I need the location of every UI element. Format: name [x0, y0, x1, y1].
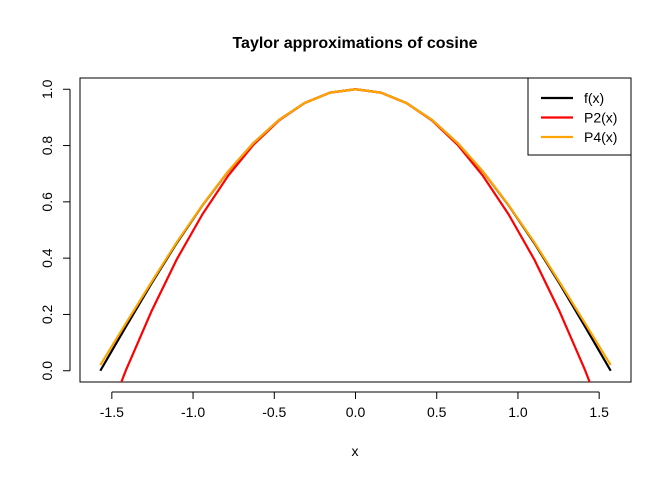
x-tick-label: 0.0	[346, 404, 366, 420]
x-tick-label: 1.5	[589, 404, 609, 420]
y-tick-label: 0.6	[39, 192, 55, 212]
x-tick-label: -1.5	[100, 404, 124, 420]
y-tick-label: 0.0	[39, 361, 55, 381]
legend-label: f(x)	[584, 90, 604, 106]
plot-box	[79, 77, 632, 383]
series-line	[99, 88, 612, 366]
chart-title: Taylor approximations of cosine	[232, 35, 477, 52]
y-tick-label: 0.2	[39, 305, 55, 325]
plot-area	[99, 88, 612, 382]
x-axis-label: x	[352, 443, 359, 459]
x-tick-label: -0.5	[262, 404, 286, 420]
x-tick-label: 0.5	[427, 404, 447, 420]
y-tick-label: 0.8	[39, 136, 55, 156]
legend-label: P2(x)	[584, 110, 617, 126]
legend-label: P4(x)	[584, 129, 617, 145]
y-tick-label: 0.4	[39, 248, 55, 268]
y-tick-label: 1.0	[39, 79, 55, 99]
x-tick-label: 1.0	[508, 404, 528, 420]
x-tick-label: -1.0	[181, 404, 205, 420]
